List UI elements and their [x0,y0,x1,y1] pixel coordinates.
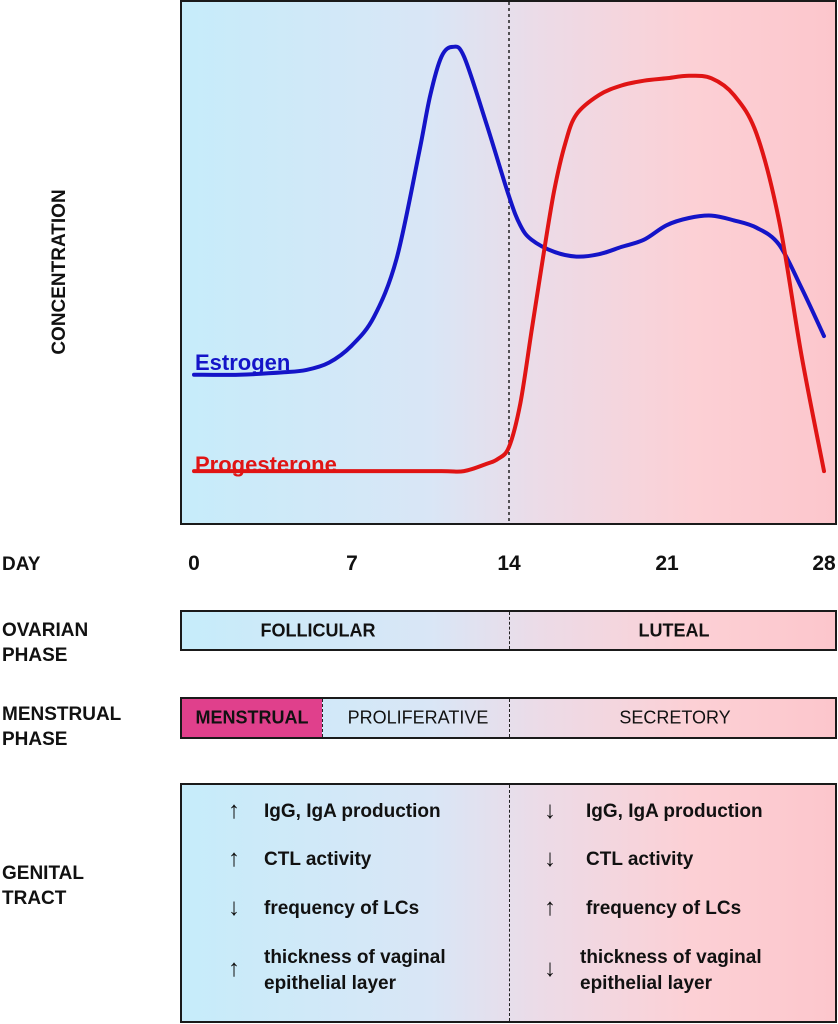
luteal-label: LUTEAL [638,620,710,641]
x-axis-label: DAY [2,554,41,575]
progesterone-series-line [192,73,826,474]
effect-text: IgG, IgA production [586,801,763,822]
follicular-label: FOLLICULAR [260,620,376,641]
up-arrow-icon: ↑ [228,797,240,824]
menstrual-label-line1: MENSTRUAL [2,704,122,725]
genital-divider [509,785,510,1021]
genital-tract-box [180,783,837,1023]
proliferative-divider [509,699,510,737]
y-axis-label: CONCENTRATION [49,189,70,355]
menstrual-phase-label: MENSTRUAL PHASE [2,702,121,752]
genital-label-line2: TRACT [2,888,67,909]
plot-frame [180,0,837,525]
secretory-label: SECRETORY [619,707,731,728]
ovarian-label-line1: OVARIAN [2,620,89,641]
proliferative-label: PROLIFERATIVE [347,707,489,728]
menstrual-segment-label: MENSTRUAL [195,707,309,728]
down-arrow-icon: ↓ [544,797,556,824]
effect-text-line1: thickness of vaginal [264,947,446,968]
x-tick-label: 28 [812,552,836,575]
up-arrow-icon: ↑ [228,845,240,872]
effect-text: IgG, IgA production [264,801,441,822]
effect-text: thickness of vaginal epithelial layer [264,945,446,997]
effect-text: CTL activity [586,849,694,870]
effect-text: thickness of vaginal epithelial layer [580,945,762,997]
x-tick-label: 7 [346,552,358,575]
down-arrow-icon: ↓ [228,894,240,921]
down-arrow-icon: ↓ [544,955,556,982]
progesterone-label: Progesterone [195,452,337,477]
x-tick-label: 21 [655,552,679,575]
effect-text: frequency of LCs [586,898,742,919]
up-arrow-icon: ↑ [544,894,556,921]
effect-text: CTL activity [264,849,372,870]
hormone-chart [192,2,826,523]
menstrual-segment [182,699,322,737]
genital-tract-label: GENITAL TRACT [2,861,84,911]
effect-text: frequency of LCs [264,898,420,919]
x-tick-label: 0 [188,552,200,575]
estrogen-label: Estrogen [195,350,291,375]
x-tick-label: 14 [497,552,521,575]
ovarian-phase-bar [180,610,837,651]
effect-text-line2: epithelial layer [580,973,713,994]
menstrual-divider [322,699,323,737]
effect-text-line2: epithelial layer [264,973,397,994]
effect-text-line1: thickness of vaginal [580,947,762,968]
ovarian-phase-label: OVARIAN PHASE [2,618,88,668]
menstrual-label-line2: PHASE [2,729,68,750]
estrogen-series-line [192,44,826,377]
ovarian-label-line2: PHASE [2,645,68,666]
down-arrow-icon: ↓ [544,845,556,872]
ovarian-divider [509,612,510,649]
up-arrow-icon: ↑ [228,955,240,982]
genital-label-line1: GENITAL [2,863,84,884]
